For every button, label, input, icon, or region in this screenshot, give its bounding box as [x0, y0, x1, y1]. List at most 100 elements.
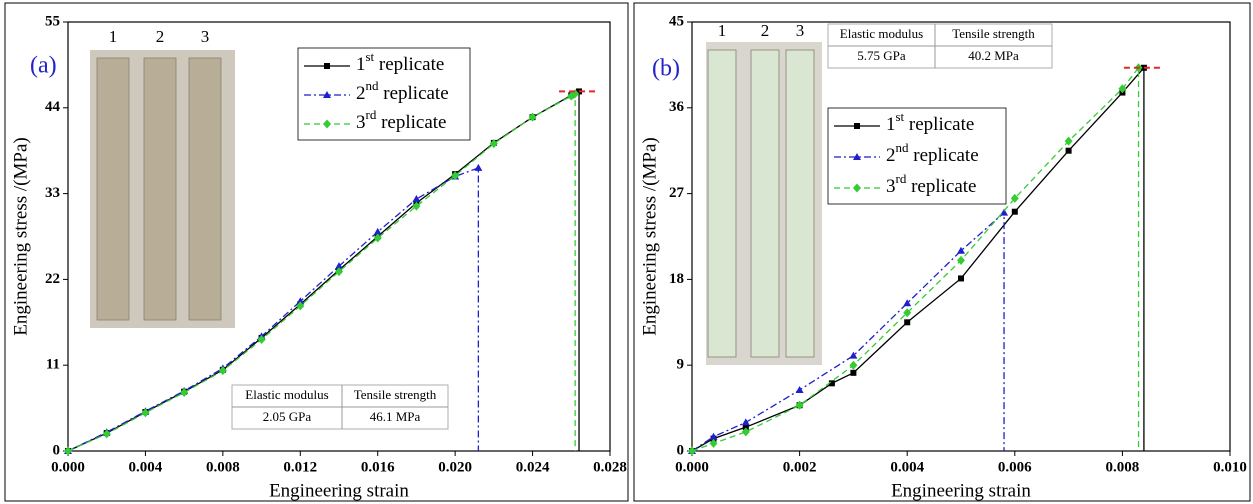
data-point: [373, 227, 382, 235]
data-point: [257, 334, 266, 344]
legend-label: 1st replicate: [886, 109, 974, 135]
legend-text-sup: nd: [366, 78, 380, 93]
data-point: [1064, 136, 1073, 146]
data-point: [102, 429, 111, 439]
y-tick-label: 11: [46, 357, 60, 373]
data-point: [795, 400, 804, 410]
data-point: [741, 427, 750, 437]
legend-label: 3rd replicate: [886, 171, 977, 197]
data-point: [742, 424, 749, 431]
data-point: [180, 388, 189, 397]
plot-frame: [691, 21, 1231, 452]
data-point: [323, 91, 331, 98]
data-point: [335, 267, 343, 277]
legend-label: 2nd replicate: [356, 78, 449, 104]
legend-text-part: replicate: [906, 176, 976, 197]
y-tick-label: 18: [669, 271, 684, 287]
photo-label: 3: [201, 27, 210, 46]
x-tick-label: 0.000: [675, 459, 709, 475]
data-point: [904, 319, 911, 326]
y-axis-label: Engineering stress /(MPa): [639, 137, 660, 335]
legend-text-sup: rd: [896, 171, 907, 186]
photo-label: 2: [761, 21, 770, 40]
table-header: Elastic modulus: [840, 26, 923, 41]
legend-label: 2nd replicate: [886, 140, 979, 166]
data-point: [795, 385, 804, 393]
table-cell: 5.75 GPa: [857, 48, 906, 63]
data-point: [741, 418, 750, 426]
legend-text-part: replicate: [904, 114, 974, 135]
legend-text-part: replicate: [909, 145, 979, 166]
data-point: [853, 153, 861, 160]
specimen: [143, 57, 177, 321]
data-point: [335, 262, 343, 270]
y-tick-label: 27: [669, 185, 685, 201]
specimen: [750, 49, 780, 358]
panel-border: [633, 2, 1251, 502]
series-line: [691, 211, 1005, 452]
legend-text-sup: nd: [896, 140, 910, 155]
legend-text-part: 3: [356, 112, 366, 133]
series-line: [691, 65, 1140, 452]
data-point: [1118, 84, 1127, 94]
photo-label: 1: [109, 27, 118, 46]
legend-text-sup: st: [896, 109, 905, 124]
x-tick-label: 0.006: [998, 459, 1032, 475]
data-point: [489, 139, 498, 149]
data-point: [688, 446, 696, 456]
data-point: [323, 119, 331, 129]
data-point: [1065, 147, 1072, 154]
x-tick-label: 0.002: [783, 459, 817, 475]
x-tick-label: 0.004: [129, 459, 163, 475]
legend-text-sup: rd: [366, 107, 377, 122]
table-header: Tensile strength: [952, 26, 1035, 41]
y-tick-label: 0: [677, 442, 685, 458]
data-point: [296, 297, 305, 305]
data-point: [849, 351, 858, 359]
data-point: [1010, 193, 1019, 203]
data-point: [828, 380, 835, 387]
data-point: [412, 201, 421, 211]
y-tick-label: 45: [669, 13, 684, 29]
x-tick-label: 0.000: [51, 459, 85, 475]
y-tick-label: 0: [53, 442, 61, 458]
data-point: [903, 299, 912, 307]
data-point: [412, 195, 421, 203]
specimen: [188, 57, 222, 321]
data-point: [958, 275, 964, 282]
legend-text-part: 1: [886, 114, 896, 135]
x-tick-label: 0.020: [438, 459, 472, 475]
specimen: [707, 49, 737, 358]
table-header: Tensile strength: [354, 387, 437, 402]
panel-label: (a): [30, 53, 57, 79]
photo-label: 3: [796, 21, 805, 40]
specimen: [96, 57, 130, 321]
x-tick-label: 0.008: [1106, 459, 1140, 475]
data-point: [373, 233, 382, 243]
x-tick-label: 0.010: [1213, 459, 1247, 475]
legend-text-part: replicate: [376, 112, 446, 133]
y-tick-label: 9: [677, 357, 685, 373]
plot-frame: [67, 21, 611, 452]
y-tick-label: 55: [45, 13, 60, 29]
x-tick-label: 0.012: [283, 459, 317, 475]
series-line: [67, 90, 580, 452]
x-tick-label: 0.028: [593, 459, 627, 475]
legend-label: 3rd replicate: [356, 107, 447, 133]
data-point: [64, 446, 72, 456]
table-cell: 46.1 MPa: [370, 409, 421, 424]
legend-text-part: 2: [356, 83, 366, 104]
y-axis-label: Engineering stress /(MPa): [10, 137, 31, 335]
table-cell: 2.05 GPa: [263, 409, 312, 424]
data-point: [853, 183, 861, 193]
table-cell: 40.2 MPa: [968, 48, 1019, 63]
data-point: [296, 301, 305, 311]
data-point: [854, 123, 860, 129]
series-line: [67, 92, 576, 452]
photo-label: 1: [718, 21, 727, 40]
legend-text-sup: st: [366, 49, 375, 64]
y-tick-label: 36: [669, 99, 685, 115]
specimen: [785, 49, 815, 358]
x-tick-label: 0.016: [361, 459, 395, 475]
